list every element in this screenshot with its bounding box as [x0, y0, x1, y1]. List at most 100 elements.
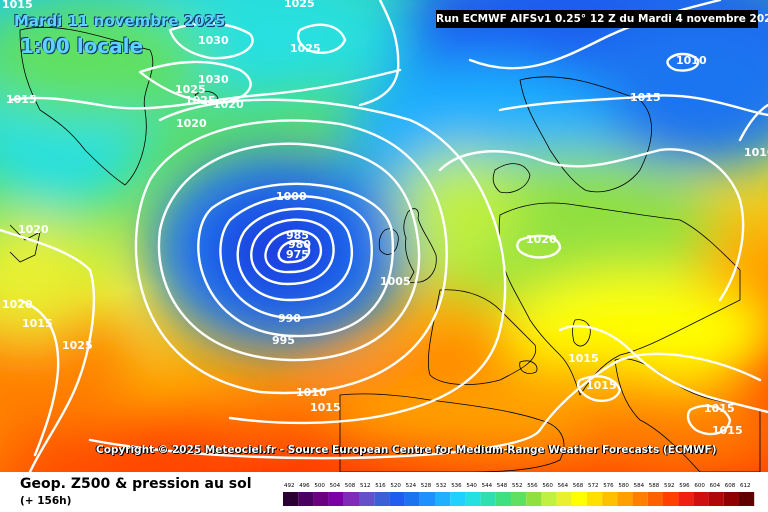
- legend-bar: Geop. Z500 & pression au sol (+ 156h) 49…: [0, 472, 768, 512]
- scale-swatch: [556, 492, 572, 506]
- scale-tick-label: 608: [725, 483, 736, 489]
- scale-swatch: [495, 492, 511, 506]
- scale-swatch: [389, 492, 405, 506]
- scale-swatch: [602, 492, 618, 506]
- scale-tick-label: 576: [603, 483, 614, 489]
- scale-tick-label: 580: [618, 483, 629, 489]
- pressure-label: 1015: [22, 317, 53, 330]
- scale-swatch: [343, 492, 359, 506]
- run-banner: Run ECMWF AIFSv1 0.25° 12 Z du Mardi 4 n…: [436, 10, 768, 28]
- pressure-label: 1025: [284, 0, 315, 10]
- scale-swatch: [313, 492, 329, 506]
- scale-tick-label: 500: [314, 483, 325, 489]
- pressure-label: 1025: [290, 42, 321, 55]
- scale-tick-label: 604: [710, 483, 721, 489]
- scale-tick-label: 568: [573, 483, 584, 489]
- scale-swatch: [480, 492, 496, 506]
- scale-tick-label: 512: [360, 483, 371, 489]
- pressure-label: 1015: [2, 0, 33, 11]
- scale-swatch: [647, 492, 663, 506]
- pressure-label: 1020: [18, 223, 49, 236]
- pressure-label: 980: [288, 238, 311, 251]
- scale-swatch: [617, 492, 633, 506]
- scale-tick-label: 504: [330, 483, 341, 489]
- scale-swatch: [541, 492, 557, 506]
- pressure-label: 1015: [630, 91, 661, 104]
- pressure-label: 1020: [2, 298, 33, 311]
- forecast-date: Mardi 11 novembre 2025: [14, 12, 226, 30]
- pressure-label: 1015: [310, 401, 341, 414]
- pressure-label: 1020: [176, 117, 207, 130]
- pressure-label: 1015: [6, 93, 37, 106]
- pressure-label: 1025: [62, 339, 93, 352]
- pressure-label: 1015: [568, 352, 599, 365]
- scale-swatch: [419, 492, 435, 506]
- pressure-label: 1020: [213, 98, 244, 111]
- pressure-label: 990: [278, 312, 301, 325]
- isobar-975: [277, 239, 311, 264]
- pressure-label: 985: [286, 229, 309, 242]
- scale-swatch: [571, 492, 587, 506]
- pressure-label: 1025: [185, 94, 216, 107]
- isobars: [0, 0, 768, 472]
- color-scale: 492 496 500 504 508 512 516 520 524 528 532 536 540 5…: [283, 483, 755, 506]
- pressure-labels: 1025 1030 1025 1030 1025 1025 1020 1020 …: [2, 0, 768, 437]
- scale-tick-label: 544: [482, 483, 493, 489]
- legend-subtitle: (+ 156h): [20, 495, 72, 507]
- scale-tick-label: 536: [451, 483, 462, 489]
- scale-swatch: [283, 492, 299, 506]
- scale-swatch: [450, 492, 466, 506]
- scale-tick-label: 596: [679, 483, 690, 489]
- scale-swatch: [587, 492, 603, 506]
- weather-map: 1025 1030 1025 1030 1025 1025 1020 1020 …: [0, 0, 768, 472]
- scale-tick-label: 584: [634, 483, 645, 489]
- scale-tick-label: 572: [588, 483, 599, 489]
- pressure-label: 1005: [380, 275, 411, 288]
- pressure-label: 1015: [712, 424, 743, 437]
- map-canvas: 1025 1030 1025 1030 1025 1025 1020 1020 …: [0, 0, 768, 472]
- isobar-985: [250, 218, 335, 286]
- pressure-label: 995: [272, 334, 295, 347]
- pressure-label: 1030: [198, 73, 229, 86]
- scale-tick-label: 520: [390, 483, 401, 489]
- pressure-label: 1010: [744, 146, 768, 159]
- coastlines: [9, 26, 761, 472]
- scale-swatch: [693, 492, 709, 506]
- scale-swatch: [435, 492, 451, 506]
- scale-swatch: [404, 492, 420, 506]
- scale-swatch: [678, 492, 694, 506]
- scale-tick-label: 496: [299, 483, 310, 489]
- scale-tick-label: 588: [649, 483, 660, 489]
- isobar-980: [264, 229, 323, 274]
- legend-title: Geop. Z500 & pression au sol: [20, 476, 252, 492]
- forecast-time: 1:00 locale: [20, 34, 144, 58]
- scale-tick-label: 540: [466, 483, 477, 489]
- scale-tick-label: 548: [497, 483, 508, 489]
- scale-swatch: [374, 492, 390, 506]
- scale-tick-label: 592: [664, 483, 675, 489]
- pressure-label: 1015: [586, 379, 617, 392]
- scale-tick-label: 516: [375, 483, 386, 489]
- geopotential-field: [0, 0, 768, 472]
- pressure-label: 1010: [676, 54, 707, 67]
- scale-tick-label: 552: [512, 483, 523, 489]
- pressure-label: 1020: [526, 233, 557, 246]
- scale-swatch: [526, 492, 542, 506]
- scale-tick-label: 524: [406, 483, 417, 489]
- scale-tick-label: 528: [421, 483, 432, 489]
- pressure-label: 1030: [198, 34, 229, 47]
- scale-tick-label: 556: [527, 483, 538, 489]
- scale-tick-label: 532: [436, 483, 447, 489]
- copyright-notice: Copyright © 2025 Meteociel.fr - Source E…: [96, 444, 717, 456]
- pressure-label: 1025: [175, 83, 206, 96]
- scale-swatch: [723, 492, 739, 506]
- pressure-label: 1015: [704, 402, 735, 415]
- scale-swatch: [708, 492, 724, 506]
- scale-tick-label: 600: [694, 483, 705, 489]
- scale-swatch: [632, 492, 648, 506]
- scale-tick-label: 492: [284, 483, 295, 489]
- scale-tick-label: 564: [558, 483, 569, 489]
- scale-swatch: [359, 492, 375, 506]
- scale-swatch: [511, 492, 527, 506]
- scale-tick-label: 508: [345, 483, 356, 489]
